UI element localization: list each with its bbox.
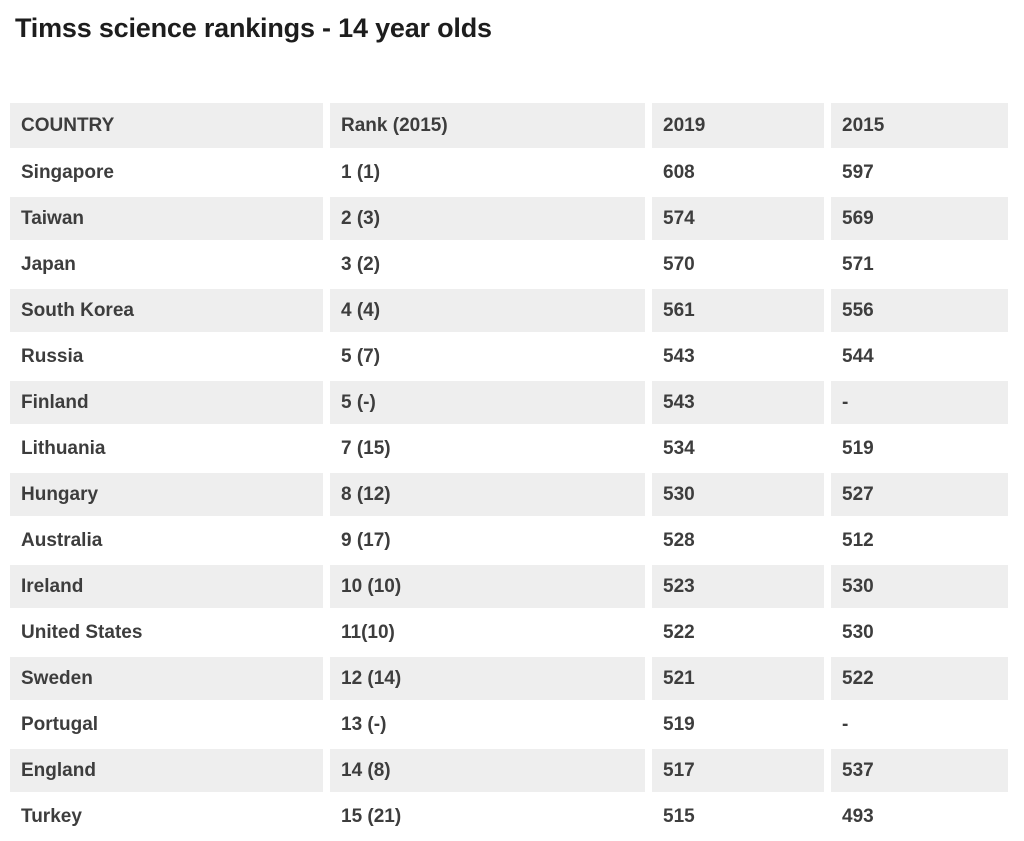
cell-2015: - [842, 713, 849, 735]
cell-2019: 523 [652, 565, 824, 608]
table-row: Taiwan 2 (3) 574 569 [10, 197, 1008, 240]
cell-rank: 9 (17) [341, 529, 391, 551]
cell-2019: 515 [663, 805, 695, 827]
cell-rank: 13 (-) [341, 713, 387, 735]
column-header-rank: Rank (2015) [330, 103, 645, 148]
page-title: Timss science rankings - 14 year olds [15, 13, 492, 43]
cell-2015: 512 [842, 529, 874, 551]
cell-2019: 543 [663, 345, 695, 367]
cell-rank: 8 (12) [330, 473, 645, 516]
table-row: Sweden 12 (14) 521 522 [10, 657, 1008, 700]
cell-rank: 3 (2) [341, 253, 381, 275]
cell-2019: 608 [663, 161, 695, 183]
cell-2019: 561 [652, 289, 824, 332]
table-row: Japan 3 (2) 570 571 [10, 243, 1008, 286]
cell-rank: 2 (3) [330, 197, 645, 240]
cell-country: Portugal [21, 713, 99, 735]
cell-2019: 528 [663, 529, 695, 551]
cell-2015: 530 [842, 621, 874, 643]
table-row: Lithuania 7 (15) 534 519 [10, 427, 1008, 470]
table-row: Ireland 10 (10) 523 530 [10, 565, 1008, 608]
cell-country: Finland [10, 381, 323, 424]
cell-rank: 11(10) [341, 621, 395, 643]
cell-2019: 543 [652, 381, 824, 424]
cell-2015: 544 [842, 345, 874, 367]
cell-2015: - [831, 381, 1008, 424]
cell-country: Japan [21, 253, 76, 275]
cell-country: South Korea [10, 289, 323, 332]
table-row: Russia 5 (7) 543 544 [10, 335, 1008, 378]
column-header-country: COUNTRY [10, 103, 323, 148]
cell-country: Ireland [10, 565, 323, 608]
cell-2019: 534 [663, 437, 695, 459]
cell-country: United States [21, 621, 143, 643]
cell-2019: 522 [663, 621, 695, 643]
cell-country: Turkey [21, 805, 82, 827]
cell-rank: 1 (1) [341, 161, 381, 183]
cell-rank: 10 (10) [330, 565, 645, 608]
cell-rank: 5 (-) [330, 381, 645, 424]
cell-rank: 14 (8) [330, 749, 645, 792]
cell-2019: 517 [652, 749, 824, 792]
table-row: Turkey 15 (21) 515 493 [10, 795, 1008, 838]
cell-rank: 5 (7) [341, 345, 381, 367]
cell-2015: 569 [831, 197, 1008, 240]
cell-rank: 12 (14) [330, 657, 645, 700]
cell-2015: 556 [831, 289, 1008, 332]
column-header-2015: 2015 [831, 103, 1008, 148]
cell-country: Russia [21, 345, 84, 367]
cell-country: Lithuania [21, 437, 106, 459]
cell-rank: 4 (4) [330, 289, 645, 332]
cell-rank: 15 (21) [341, 805, 402, 827]
cell-2019: 530 [652, 473, 824, 516]
cell-country: Sweden [10, 657, 323, 700]
cell-2015: 519 [842, 437, 874, 459]
cell-2015: 537 [831, 749, 1008, 792]
cell-2015: 571 [842, 253, 874, 275]
table-row: South Korea 4 (4) 561 556 [10, 289, 1008, 332]
cell-country: Singapore [21, 161, 114, 183]
cell-2019: 570 [663, 253, 695, 275]
table-row: Singapore 1 (1) 608 597 [10, 151, 1008, 194]
cell-2015: 522 [831, 657, 1008, 700]
cell-rank: 7 (15) [341, 437, 391, 459]
table-header-row: COUNTRY Rank (2015) 2019 2015 [10, 103, 1008, 148]
cell-2019: 519 [663, 713, 695, 735]
cell-country: Australia [21, 529, 103, 551]
cell-2015: 527 [831, 473, 1008, 516]
cell-country: Hungary [10, 473, 323, 516]
table-body: Singapore 1 (1) 608 597 Taiwan 2 (3) 574 569 Jap… [10, 151, 1008, 838]
table-row: Hungary 8 (12) 530 527 [10, 473, 1008, 516]
cell-2019: 521 [652, 657, 824, 700]
rankings-table: COUNTRY Rank (2015) 2019 2015 Singapore 1… [3, 100, 1015, 841]
table-row: United States 11(10) 522 530 [10, 611, 1008, 654]
cell-country: Taiwan [10, 197, 323, 240]
table-row: Australia 9 (17) 528 512 [10, 519, 1008, 562]
table-row: Finland 5 (-) 543- [10, 381, 1008, 424]
cell-2015: 530 [831, 565, 1008, 608]
table-row: Portugal 13 (-) 519 - [10, 703, 1008, 746]
column-header-2019: 2019 [652, 103, 824, 148]
cell-2015: 597 [842, 161, 874, 183]
cell-2015: 493 [842, 805, 874, 827]
table-row: England 14 (8) 517 537 [10, 749, 1008, 792]
cell-2019: 574 [652, 197, 824, 240]
cell-country: England [10, 749, 323, 792]
